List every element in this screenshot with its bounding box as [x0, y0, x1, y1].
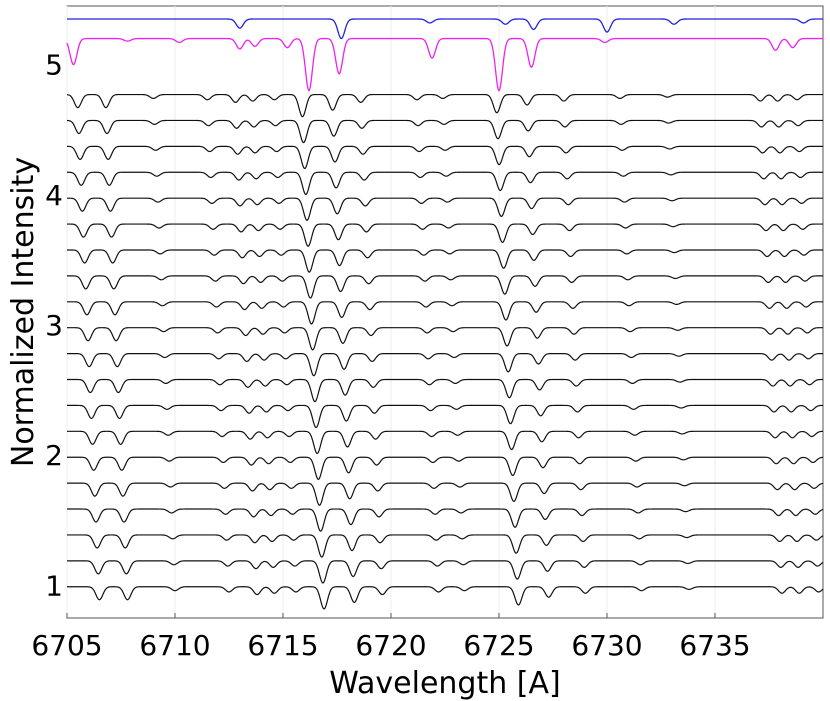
stacked-spectrum-11	[67, 353, 823, 377]
y-tick-label: 2	[45, 439, 63, 472]
stacked-spectrum-4	[66, 171, 823, 196]
stacked-spectrum-1	[66, 93, 823, 118]
x-ticks: 6705 6710 6715 6720 6725 6730 6735	[31, 613, 751, 662]
y-tick-label: 5	[45, 49, 63, 82]
x-tick-label: 6715	[247, 629, 318, 662]
y-tick-label: 1	[45, 569, 63, 602]
spectrum-top	[67, 18, 823, 40]
plot-frame	[66, 5, 824, 619]
stacked-spectrum-16	[67, 482, 824, 506]
x-tick-label: 6710	[139, 629, 210, 662]
stacked-spectrum-18	[67, 534, 824, 558]
x-tick-label: 6705	[31, 629, 102, 662]
stacked-spectrum-20	[67, 586, 824, 610]
x-tick-label: 6735	[679, 629, 750, 662]
x-axis-title: Wavelength [A]	[329, 666, 560, 701]
y-tick-label: 4	[45, 179, 63, 212]
y-tick-label: 3	[45, 309, 63, 342]
y-axis-title: Normalized Intensity	[6, 157, 41, 467]
stacked-spectrum-3	[67, 145, 823, 170]
stacked-spectrum-19	[67, 560, 824, 584]
x-tick-label: 6725	[463, 629, 534, 662]
stacked-spectrum-15	[67, 456, 824, 480]
stacked-spectrum-13	[67, 404, 824, 429]
stacked-spectrum-10	[67, 327, 823, 351]
stacked-spectrum-9	[67, 301, 823, 325]
stacked-spectrum-12	[67, 378, 823, 403]
x-tick-label: 6730	[571, 629, 642, 662]
stacked-spectrum-6	[67, 223, 823, 247]
stacked-spectrum-7	[67, 249, 823, 273]
spectrum-second	[66, 37, 823, 92]
series-layer	[66, 18, 824, 610]
stacked-spectrum-14	[67, 430, 824, 455]
x-tick-label: 6720	[355, 629, 426, 662]
y-ticks: 1 2 3 4 5	[45, 49, 63, 603]
stacked-spectrum-8	[67, 275, 823, 299]
stacked-spectrum-17	[67, 508, 824, 532]
stacked-spectrum-2	[66, 119, 823, 144]
stacked-spectrum-5	[67, 197, 823, 221]
